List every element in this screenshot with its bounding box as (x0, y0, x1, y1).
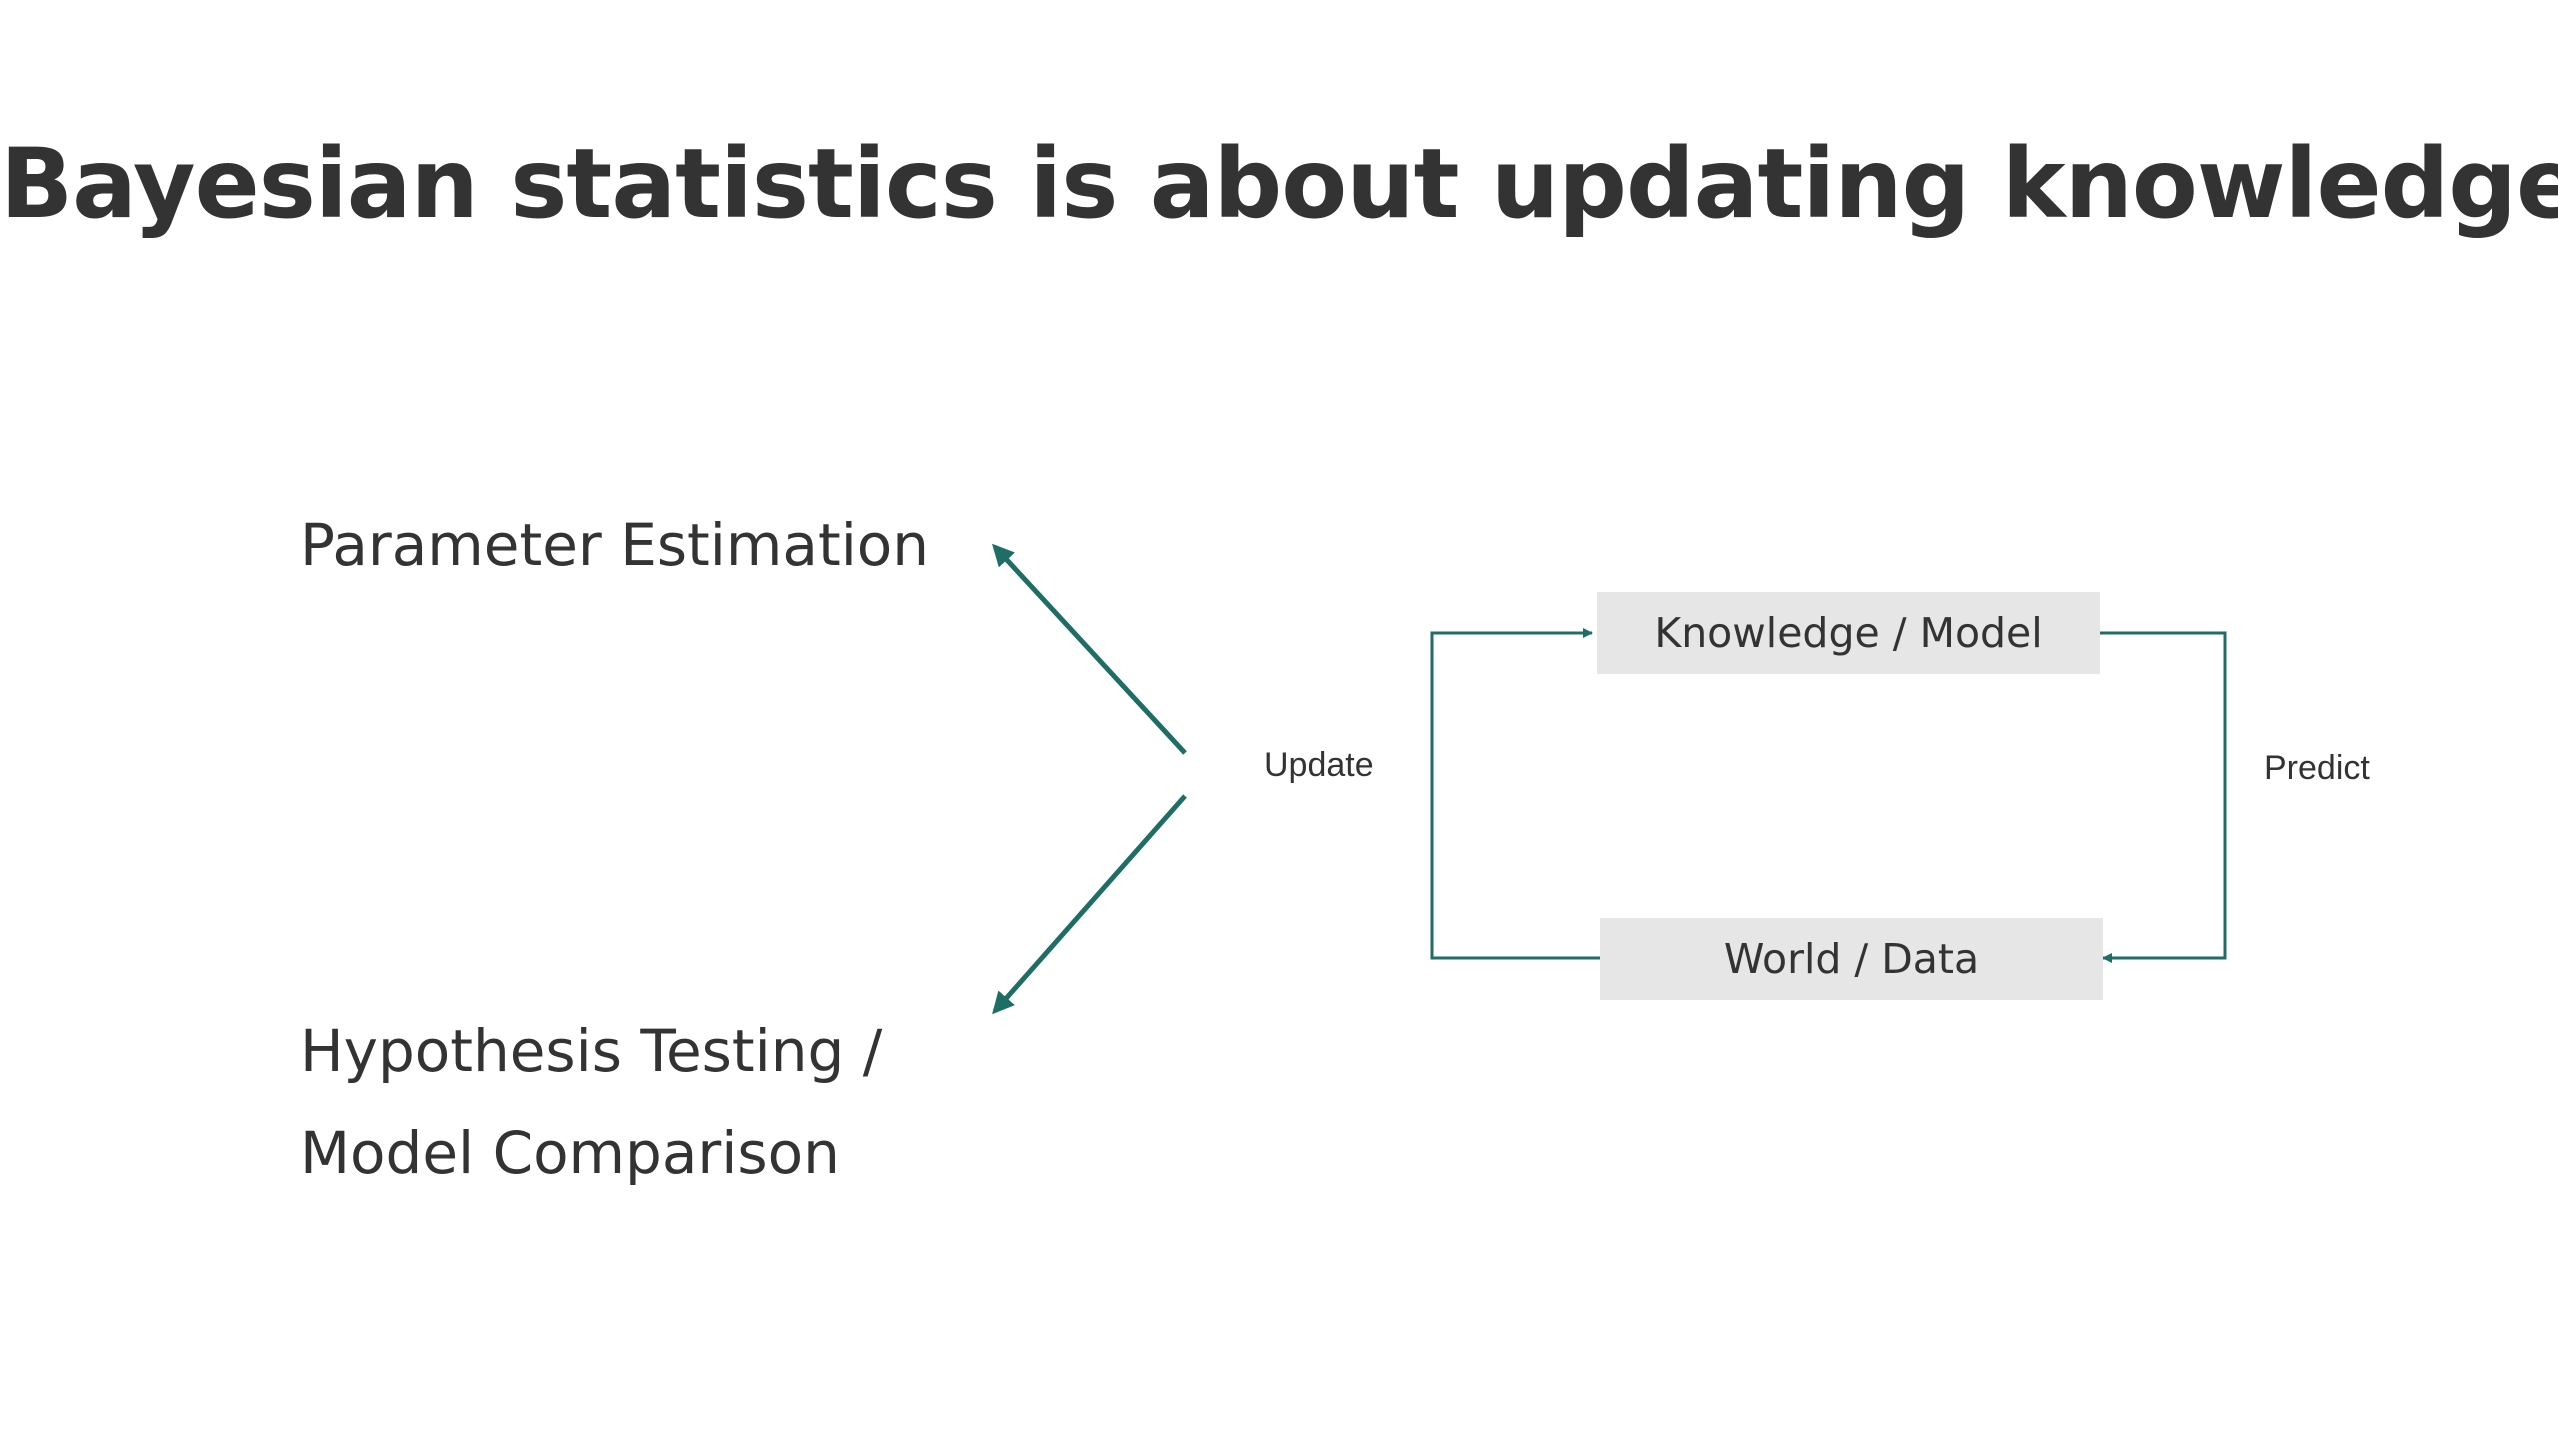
model-comparison-label: Model Comparison (300, 1119, 840, 1187)
hypothesis-testing-label: Hypothesis Testing / (300, 1017, 883, 1085)
slide-title: Bayesian statistics is about updating kn… (0, 128, 2558, 240)
update-connector (1430, 628, 1600, 960)
knowledge-model-box: Knowledge / Model (1597, 592, 2100, 674)
world-data-box: World / Data (1600, 918, 2103, 1000)
update-label: Update (1264, 746, 1374, 784)
predict-connector (2100, 631, 2227, 963)
arrow-to-hypothesis-testing (992, 794, 1187, 1015)
parameter-estimation-label: Parameter Estimation (300, 511, 930, 579)
predict-label: Predict (2264, 749, 2370, 787)
arrow-to-parameter-estimation (992, 543, 1187, 755)
